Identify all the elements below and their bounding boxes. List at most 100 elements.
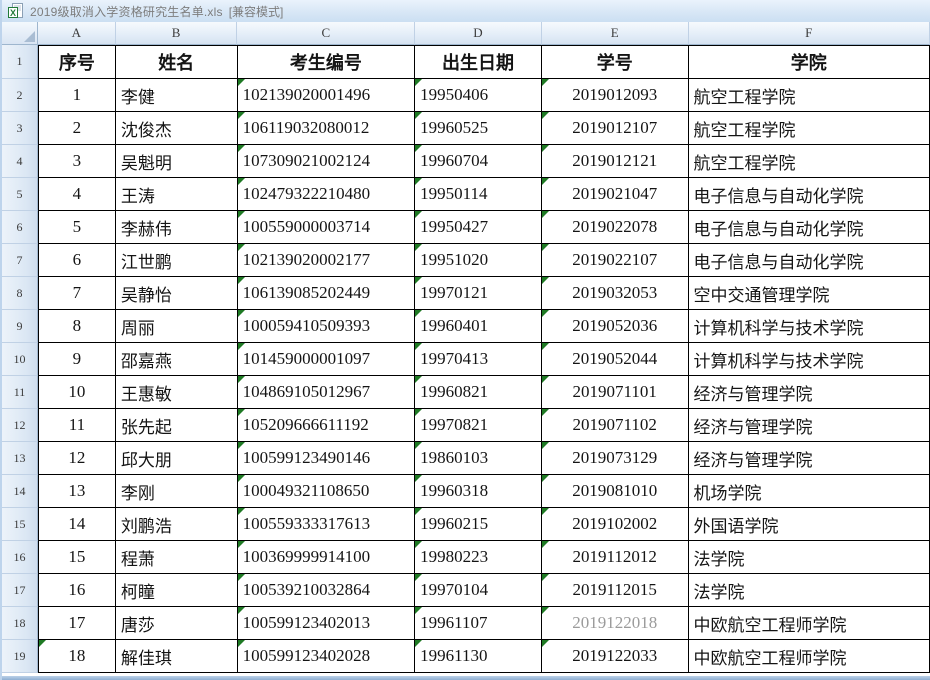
cell-C14[interactable]: 100049321108650 bbox=[237, 475, 416, 508]
cell-C18[interactable]: 100599123402013 bbox=[237, 607, 416, 640]
cell-B6[interactable]: 李赫伟 bbox=[115, 211, 238, 244]
cell-E15[interactable]: 2019102002 bbox=[541, 508, 689, 541]
cell-F5[interactable]: 电子信息与自动化学院 bbox=[688, 178, 930, 211]
cell-D9[interactable]: 19960401 bbox=[415, 310, 542, 343]
row-header-8[interactable]: 8 bbox=[2, 277, 38, 310]
cell-E14[interactable]: 2019081010 bbox=[541, 475, 689, 508]
cell-E2[interactable]: 2019012093 bbox=[541, 79, 689, 112]
cell-E11[interactable]: 2019071101 bbox=[541, 376, 689, 409]
cell-D10[interactable]: 19970413 bbox=[415, 343, 542, 376]
cell-E13[interactable]: 2019073129 bbox=[541, 442, 689, 475]
cell-C5[interactable]: 102479322210480 bbox=[237, 178, 416, 211]
select-all-corner[interactable] bbox=[2, 22, 38, 45]
cell-C2[interactable]: 102139020001496 bbox=[237, 79, 416, 112]
column-header-A[interactable]: A bbox=[37, 22, 116, 45]
cell-B5[interactable]: 王涛 bbox=[115, 178, 238, 211]
cell-E4[interactable]: 2019012121 bbox=[541, 145, 689, 178]
cell-B4[interactable]: 吴魁明 bbox=[115, 145, 238, 178]
cell-B3[interactable]: 沈俊杰 bbox=[115, 112, 238, 145]
cell-F17[interactable]: 法学院 bbox=[688, 574, 930, 607]
row-header-18[interactable]: 18 bbox=[2, 607, 38, 640]
cell-D12[interactable]: 19970821 bbox=[415, 409, 542, 442]
row-header-15[interactable]: 15 bbox=[2, 508, 38, 541]
cell-A7[interactable]: 6 bbox=[38, 244, 116, 277]
cell-D19[interactable]: 19961130 bbox=[415, 640, 542, 673]
cell-E18[interactable]: 2019122018 bbox=[541, 607, 689, 640]
cell-F7[interactable]: 电子信息与自动化学院 bbox=[688, 244, 930, 277]
cell-C7[interactable]: 102139020002177 bbox=[237, 244, 416, 277]
cell-C17[interactable]: 100539210032864 bbox=[237, 574, 416, 607]
cell-E3[interactable]: 2019012107 bbox=[541, 112, 689, 145]
cell-C6[interactable]: 100559000003714 bbox=[237, 211, 416, 244]
cell-E12[interactable]: 2019071102 bbox=[541, 409, 689, 442]
cell-F4[interactable]: 航空工程学院 bbox=[688, 145, 930, 178]
cell-A13[interactable]: 12 bbox=[38, 442, 116, 475]
cell-E5[interactable]: 2019021047 bbox=[541, 178, 689, 211]
cell-B17[interactable]: 柯瞳 bbox=[115, 574, 238, 607]
cell-C3[interactable]: 106119032080012 bbox=[237, 112, 416, 145]
cell-E7[interactable]: 2019022107 bbox=[541, 244, 689, 277]
cell-A14[interactable]: 13 bbox=[38, 475, 116, 508]
cell-C9[interactable]: 100059410509393 bbox=[237, 310, 416, 343]
cell-D15[interactable]: 19960215 bbox=[415, 508, 542, 541]
row-header-10[interactable]: 10 bbox=[2, 343, 38, 376]
cell-D8[interactable]: 19970121 bbox=[415, 277, 542, 310]
cell-B16[interactable]: 程萧 bbox=[115, 541, 238, 574]
cell-E9[interactable]: 2019052036 bbox=[541, 310, 689, 343]
cell-D11[interactable]: 19960821 bbox=[415, 376, 542, 409]
cell-D17[interactable]: 19970104 bbox=[415, 574, 542, 607]
cell-D2[interactable]: 19950406 bbox=[415, 79, 542, 112]
cell-A12[interactable]: 11 bbox=[38, 409, 116, 442]
cell-A18[interactable]: 17 bbox=[38, 607, 116, 640]
cell-E17[interactable]: 2019112015 bbox=[541, 574, 689, 607]
cell-E8[interactable]: 2019032053 bbox=[541, 277, 689, 310]
cell-F15[interactable]: 外国语学院 bbox=[688, 508, 930, 541]
cell-A10[interactable]: 9 bbox=[38, 343, 116, 376]
cell-C10[interactable]: 101459000001097 bbox=[237, 343, 416, 376]
cell-E6[interactable]: 2019022078 bbox=[541, 211, 689, 244]
column-header-C[interactable]: C bbox=[237, 22, 416, 45]
cell-A19[interactable]: 18 bbox=[38, 640, 116, 673]
cell-F6[interactable]: 电子信息与自动化学院 bbox=[688, 211, 930, 244]
cell-F9[interactable]: 计算机科学与技术学院 bbox=[688, 310, 930, 343]
cell-A15[interactable]: 14 bbox=[38, 508, 116, 541]
cell-D3[interactable]: 19960525 bbox=[415, 112, 542, 145]
cell-B7[interactable]: 江世鹏 bbox=[115, 244, 238, 277]
cell-F18[interactable]: 中欧航空工程师学院 bbox=[688, 607, 930, 640]
row-header-16[interactable]: 16 bbox=[2, 541, 38, 574]
cell-A17[interactable]: 16 bbox=[38, 574, 116, 607]
cell-B13[interactable]: 邱大朋 bbox=[115, 442, 238, 475]
cell-D16[interactable]: 19980223 bbox=[415, 541, 542, 574]
cell-B9[interactable]: 周丽 bbox=[115, 310, 238, 343]
cell-C4[interactable]: 107309021002124 bbox=[237, 145, 416, 178]
cell-D4[interactable]: 19960704 bbox=[415, 145, 542, 178]
cell-C8[interactable]: 106139085202449 bbox=[237, 277, 416, 310]
cell-B18[interactable]: 唐莎 bbox=[115, 607, 238, 640]
cell-F10[interactable]: 计算机科学与技术学院 bbox=[688, 343, 930, 376]
row-header-17[interactable]: 17 bbox=[2, 574, 38, 607]
cell-A4[interactable]: 3 bbox=[38, 145, 116, 178]
cell-A8[interactable]: 7 bbox=[38, 277, 116, 310]
cell-A1[interactable]: 序号 bbox=[38, 45, 116, 79]
cell-F16[interactable]: 法学院 bbox=[688, 541, 930, 574]
cell-E1[interactable]: 学号 bbox=[541, 45, 689, 79]
cell-D14[interactable]: 19960318 bbox=[415, 475, 542, 508]
cell-C12[interactable]: 105209666611192 bbox=[237, 409, 416, 442]
cell-A6[interactable]: 5 bbox=[38, 211, 116, 244]
row-header-2[interactable]: 2 bbox=[2, 79, 38, 112]
cell-F12[interactable]: 经济与管理学院 bbox=[688, 409, 930, 442]
row-header-12[interactable]: 12 bbox=[2, 409, 38, 442]
cell-D1[interactable]: 出生日期 bbox=[415, 45, 542, 79]
cell-C13[interactable]: 100599123490146 bbox=[237, 442, 416, 475]
cell-A11[interactable]: 10 bbox=[38, 376, 116, 409]
column-header-F[interactable]: F bbox=[688, 22, 930, 45]
row-header-14[interactable]: 14 bbox=[2, 475, 38, 508]
row-header-1[interactable]: 1 bbox=[2, 45, 38, 79]
row-header-11[interactable]: 11 bbox=[2, 376, 38, 409]
row-header-5[interactable]: 5 bbox=[2, 178, 38, 211]
cell-B10[interactable]: 邵嘉燕 bbox=[115, 343, 238, 376]
column-header-D[interactable]: D bbox=[415, 22, 542, 45]
cell-C15[interactable]: 100559333317613 bbox=[237, 508, 416, 541]
cell-F3[interactable]: 航空工程学院 bbox=[688, 112, 930, 145]
cell-C11[interactable]: 104869105012967 bbox=[237, 376, 416, 409]
